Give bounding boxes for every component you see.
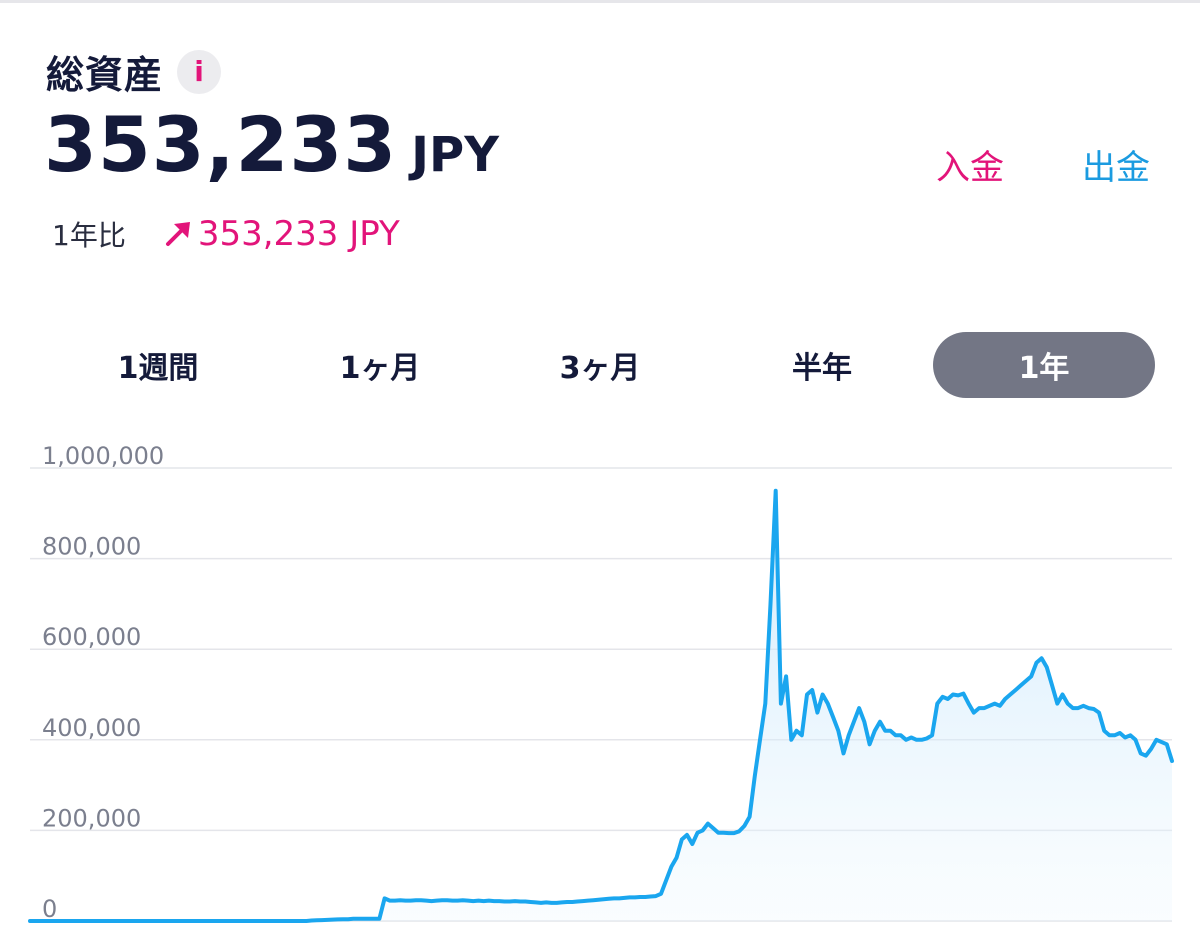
amount-unit: JPY — [411, 127, 499, 183]
series-area — [30, 490, 1172, 921]
info-icon[interactable]: i — [177, 49, 222, 94]
y-tick-label: 400,000 — [42, 714, 141, 742]
y-tick-label: 1,000,000 — [42, 442, 164, 470]
page-title: 総資産 — [46, 53, 164, 97]
total-assets: 353,233 JPY — [44, 100, 499, 189]
tab-1-month[interactable]: 1ヶ月 — [339, 351, 421, 386]
tab-1-week[interactable]: 1週間 — [117, 351, 199, 386]
y-tick-label: 200,000 — [42, 804, 141, 832]
y-tick-label: 0 — [42, 895, 57, 923]
series-line — [28, 488, 1174, 923]
change-value: 353,233 JPY — [197, 214, 400, 254]
tab-3-months[interactable]: 3ヶ月 — [559, 351, 641, 386]
change-row: 1年比 353,233 JPY — [52, 214, 400, 254]
top-divider — [0, 0, 1200, 3]
arrow-up-right-icon — [165, 222, 190, 246]
asset-chart: 1,000,000 800,000 600,000 400,000 200,000 0 — [28, 442, 1174, 923]
tab-1-year[interactable]: 1年 — [933, 332, 1155, 398]
total-amount: 353,233 — [44, 100, 398, 189]
deposit-button[interactable]: 入金 — [936, 148, 1004, 188]
withdraw-button[interactable]: 出金 — [1082, 148, 1150, 188]
change-label: 1年比 — [52, 219, 126, 252]
y-tick-label: 800,000 — [42, 533, 141, 561]
y-tick-label: 600,000 — [42, 623, 141, 651]
tab-half-year[interactable]: 半年 — [792, 351, 852, 386]
title-row: 総資産 i — [46, 44, 222, 99]
